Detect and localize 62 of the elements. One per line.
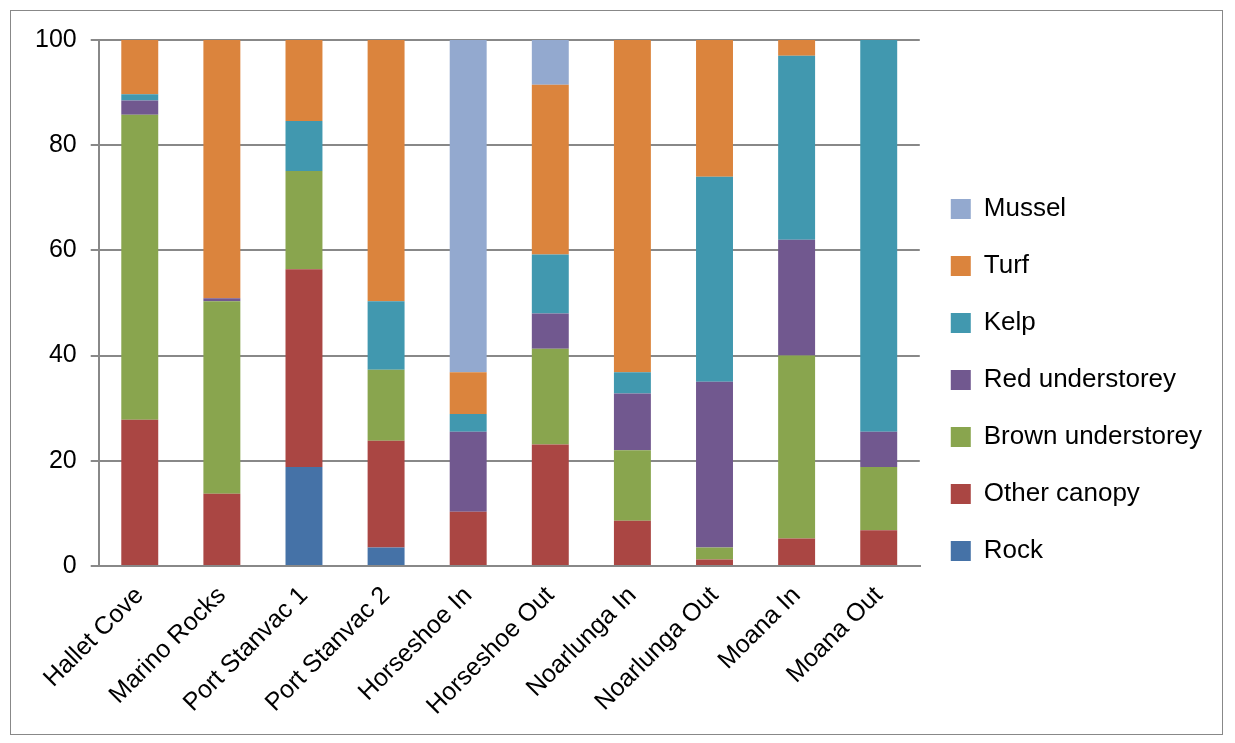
bar xyxy=(531,313,569,349)
legend-label: Mussel xyxy=(983,192,1067,223)
bar xyxy=(121,114,159,420)
bar xyxy=(860,431,898,468)
y-tick-label: 0 xyxy=(62,549,77,578)
bar xyxy=(778,55,816,240)
bar xyxy=(449,372,487,414)
bar xyxy=(860,467,898,531)
bar xyxy=(203,301,241,494)
bar xyxy=(285,170,323,270)
legend-label: Rock xyxy=(983,534,1045,565)
bar xyxy=(449,511,487,565)
bar xyxy=(285,269,323,468)
bar xyxy=(367,369,405,441)
bar xyxy=(285,40,323,121)
bar xyxy=(696,547,733,560)
bar xyxy=(696,381,733,548)
y-tick-label: 80 xyxy=(48,129,77,158)
legend-label: Red understorey xyxy=(983,363,1177,394)
bar xyxy=(203,40,241,299)
bar xyxy=(778,239,816,356)
bar xyxy=(367,301,405,370)
bar xyxy=(121,40,159,95)
bar xyxy=(860,530,898,565)
legend-label: Turf xyxy=(983,249,1030,280)
bar xyxy=(121,94,159,101)
bar xyxy=(449,431,487,512)
bar xyxy=(367,40,405,302)
bar xyxy=(367,547,405,565)
bar xyxy=(531,84,569,255)
bar xyxy=(121,419,159,565)
bar xyxy=(778,355,816,539)
legend-label: Kelp xyxy=(983,306,1036,337)
bar xyxy=(203,493,241,565)
bar xyxy=(531,254,569,314)
bar xyxy=(121,100,159,115)
bar xyxy=(531,40,569,85)
bar xyxy=(613,40,651,373)
y-tick-label: 60 xyxy=(48,234,77,263)
bar xyxy=(203,298,241,302)
bar xyxy=(613,372,651,394)
y-tick-label: 40 xyxy=(48,339,77,368)
bar xyxy=(531,444,569,565)
bar xyxy=(613,520,651,565)
legend-label: Other canopy xyxy=(983,477,1140,508)
legend-label: Brown understorey xyxy=(983,420,1203,451)
bar xyxy=(613,450,651,521)
bar xyxy=(778,40,816,56)
bar xyxy=(285,467,323,565)
bar xyxy=(696,176,733,382)
bar xyxy=(367,440,405,548)
bar xyxy=(449,413,487,432)
bar xyxy=(778,538,816,565)
y-tick-label: 20 xyxy=(48,444,77,473)
bar xyxy=(696,559,733,565)
bar xyxy=(613,393,651,451)
bar xyxy=(285,120,323,171)
bar xyxy=(531,348,569,445)
bar xyxy=(860,40,898,432)
bar xyxy=(696,40,733,177)
y-tick-label: 100 xyxy=(34,23,77,52)
bar xyxy=(449,40,487,373)
